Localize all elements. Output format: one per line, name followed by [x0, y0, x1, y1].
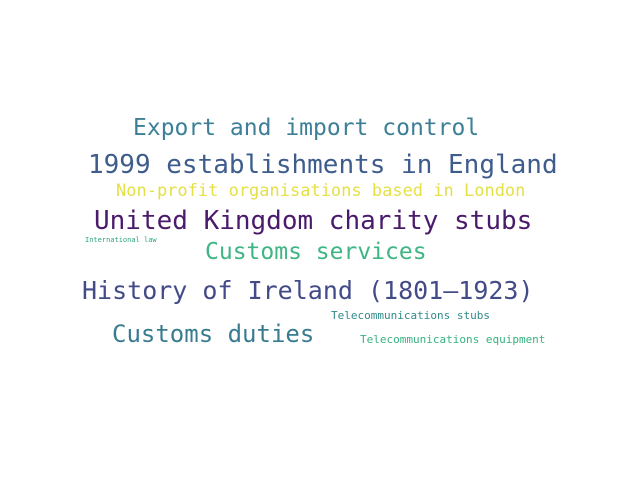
word-international-law: International law	[85, 236, 157, 244]
word-history-of-ireland: History of Ireland (1801–1923)	[82, 276, 534, 305]
word-non-profit-organisations-london: Non-profit organisations based in London	[116, 181, 526, 201]
word-customs-services: Customs services	[205, 239, 427, 265]
word-customs-duties: Customs duties	[112, 320, 315, 348]
word-uk-charity-stubs: United Kingdom charity stubs	[94, 206, 533, 236]
word-telecommunications-equipment: Telecommunications equipment	[360, 333, 546, 346]
word-telecommunications-stubs: Telecommunications stubs	[331, 309, 490, 322]
word-1999-establishments-in-england: 1999 establishments in England	[88, 150, 558, 180]
word-export-and-import-control: Export and import control	[133, 115, 480, 141]
